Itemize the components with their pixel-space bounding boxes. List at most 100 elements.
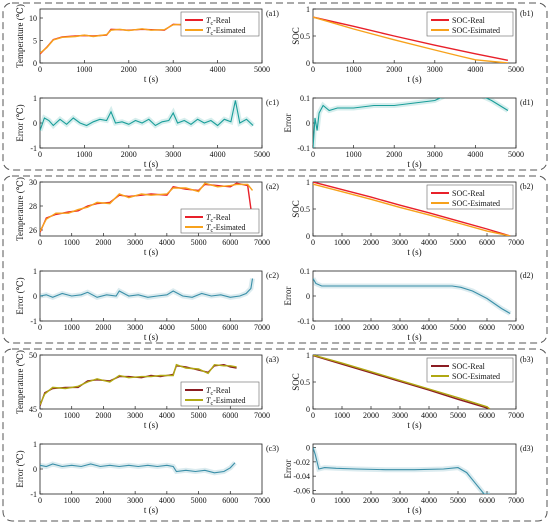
x-tick-label: 7000 [508, 411, 524, 420]
y-tick-label: 0.1 [300, 94, 310, 103]
x-tick-label: 3000 [127, 411, 143, 420]
x-tick-label: 2000 [121, 150, 137, 159]
panel-label: (a1) [266, 9, 279, 18]
legend-entry-label: SOC-Real [452, 16, 486, 25]
legend-label-main: T [206, 26, 211, 35]
x-axis-label: t (s) [407, 332, 421, 342]
y-tick-label: 0 [306, 405, 310, 414]
legend-label-sub: c [210, 401, 213, 407]
x-tick-label: 3000 [392, 238, 408, 247]
y-axis-label: Error (℃) [15, 450, 25, 487]
x-tick-label: 6000 [479, 496, 495, 505]
x-axis-label: t (s) [407, 420, 421, 430]
legend-box [426, 184, 514, 210]
legend-entry-label: Tc-Real [206, 386, 231, 397]
y-tick-label: -0.04 [293, 472, 310, 481]
y-axis-label: Error (℃) [15, 104, 25, 141]
y-tick-label: 0 [306, 292, 310, 301]
x-tick-label: 2000 [363, 238, 379, 247]
x-tick-label: 4000 [210, 150, 226, 159]
x-tick-label: 2000 [386, 65, 402, 74]
x-axis-label: t (s) [144, 159, 158, 169]
x-tick-label: 0 [38, 323, 42, 332]
panel-b3: 0 1000 2000 3000 4000 5000 6000 7000 0 0.5 1 t (s) S… [291, 351, 534, 430]
x-tick-label: 7000 [508, 496, 524, 505]
y-tick-label: 1 [306, 178, 310, 187]
x-tick-label: 2000 [363, 323, 379, 332]
y-tick-label: -1 [30, 144, 37, 153]
x-tick-label: 3000 [165, 65, 181, 74]
x-tick-label: 3000 [127, 238, 143, 247]
y-tick-label: 45 [29, 405, 37, 414]
x-tick-label: 1000 [334, 238, 350, 247]
x-tick-label: 5000 [191, 496, 207, 505]
y-tick-label: 0.5 [300, 32, 310, 41]
y-axis-label: SOC [291, 200, 301, 218]
y-tick-label: 1 [306, 351, 310, 360]
axes-frame [312, 97, 517, 149]
series-line-tc-esimated [40, 363, 237, 405]
x-tick-label: 1000 [64, 496, 80, 505]
legend-box [180, 11, 260, 37]
legend-entry-label: SOC-Esimated [452, 199, 500, 208]
x-tick-label: 3000 [165, 150, 181, 159]
x-tick-label: 4000 [421, 496, 437, 505]
x-tick-label: 0 [38, 411, 42, 420]
panel-label: (b2) [520, 182, 534, 191]
series-line-soc-esimated [313, 16, 508, 63]
y-tick-label: 0 [306, 119, 310, 128]
legend-label-main: T [206, 16, 211, 25]
x-tick-label: 0 [311, 323, 315, 332]
x-tick-label: 0 [38, 150, 42, 159]
y-tick-label: -0.06 [293, 486, 310, 495]
legend-label-main: T [206, 223, 211, 232]
x-tick-label: 1000 [334, 496, 350, 505]
y-tick-label: -1 [30, 317, 37, 326]
legend-entry-label: Tc-Esimated [206, 223, 246, 234]
x-tick-label: 7000 [254, 411, 270, 420]
x-tick-label: 0 [311, 65, 315, 74]
x-tick-label: 1000 [76, 65, 92, 74]
x-tick-label: 7000 [254, 323, 270, 332]
y-axis-label: Temperature (℃) [15, 350, 25, 414]
y-tick-label: 0 [33, 465, 37, 474]
y-tick-label: 5 [33, 37, 37, 46]
x-tick-label: 1000 [334, 323, 350, 332]
x-axis-label: t (s) [407, 247, 421, 257]
legend-label-main: T [206, 386, 211, 395]
legend-label-sub: c [210, 31, 213, 37]
y-tick-label: 0 [33, 59, 37, 68]
x-tick-label: 4000 [467, 65, 483, 74]
axes-frame [39, 443, 263, 495]
legend-entry-label: SOC-Real [452, 189, 486, 198]
legend-label-sub: c [210, 21, 213, 27]
panel-b2: 0 1000 2000 3000 4000 5000 6000 7000 0 0.5 1 t (s) S… [291, 178, 534, 257]
panel-d1: 0 1000 2000 3000 4000 5000-0.100.1t (s)Error(… [283, 94, 534, 169]
legend-label-rest: -Real [213, 16, 231, 25]
panel-label: (b3) [520, 355, 534, 364]
legend-box [426, 11, 514, 37]
y-tick-label: 28 [29, 202, 37, 211]
panel-label: (c3) [266, 444, 279, 453]
x-axis-label: t (s) [144, 332, 158, 342]
x-tick-label: 5000 [450, 496, 466, 505]
series-line-error [313, 278, 511, 314]
legend-box [180, 381, 260, 407]
x-tick-label: 2000 [386, 150, 402, 159]
x-tick-label: 3000 [427, 150, 443, 159]
x-tick-label: 5000 [191, 238, 207, 247]
panel-label: (b1) [520, 9, 534, 18]
y-tick-label: -0.02 [293, 458, 310, 467]
x-tick-label: 0 [311, 496, 315, 505]
legend-entry-label: Tc-Real [206, 213, 231, 224]
legend-label-rest: -Real [213, 386, 231, 395]
y-axis-label: Error [283, 460, 293, 479]
axes-frame [39, 97, 263, 149]
x-tick-label: 7000 [508, 323, 524, 332]
legend-label-rest: -Esimated [213, 223, 245, 232]
legend-box [426, 357, 514, 383]
x-tick-label: 0 [38, 238, 42, 247]
